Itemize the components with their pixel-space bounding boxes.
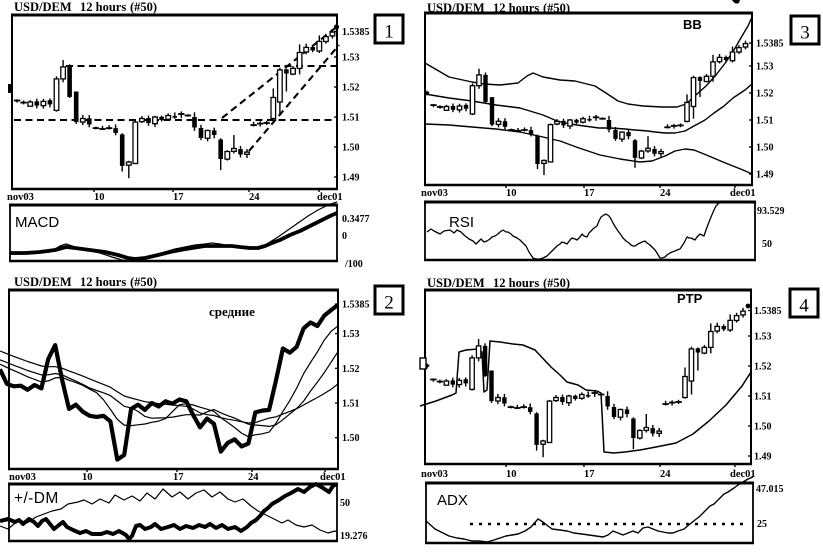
svg-text:50: 50 (762, 239, 772, 250)
svg-text:25: 25 (757, 519, 767, 530)
svg-text:10: 10 (506, 469, 517, 480)
svg-text:(#50): (#50) (130, 0, 157, 14)
svg-text:1.51: 1.51 (342, 399, 360, 410)
svg-text:MACD: MACD (15, 214, 59, 231)
svg-text:1.50: 1.50 (342, 143, 360, 154)
svg-text:1.52: 1.52 (754, 362, 772, 373)
svg-text:1.51: 1.51 (342, 113, 360, 124)
svg-text:17: 17 (173, 192, 184, 203)
svg-text:1.50: 1.50 (342, 433, 360, 444)
svg-text:24: 24 (660, 188, 671, 199)
svg-text:1.50: 1.50 (756, 143, 774, 154)
svg-text:dec01: dec01 (730, 188, 756, 199)
svg-text:PTP: PTP (677, 291, 703, 306)
svg-text:1.5385: 1.5385 (342, 300, 370, 311)
svg-text:/100: /100 (344, 259, 363, 270)
svg-text:dec01: dec01 (320, 472, 346, 483)
svg-text:(#50): (#50) (130, 275, 157, 289)
svg-text:12 hours: 12 hours (80, 0, 126, 14)
svg-text:1.5385: 1.5385 (342, 27, 370, 38)
svg-text:2: 2 (384, 293, 394, 314)
svg-text:1.52: 1.52 (342, 83, 360, 94)
svg-text:12 hours: 12 hours (80, 275, 126, 289)
svg-text:17: 17 (584, 469, 595, 480)
svg-text:1.53: 1.53 (342, 329, 360, 340)
svg-text:1.5385: 1.5385 (754, 306, 782, 317)
svg-text:12 hours: 12 hours (493, 276, 539, 290)
svg-text:1.49: 1.49 (756, 170, 774, 181)
svg-text:24: 24 (249, 192, 260, 203)
svg-text:1.51: 1.51 (756, 116, 774, 127)
svg-text:dec01: dec01 (317, 192, 343, 203)
svg-text:10: 10 (506, 188, 517, 199)
svg-text:BB: BB (683, 17, 702, 32)
svg-text:3: 3 (800, 23, 810, 44)
svg-text:24: 24 (248, 472, 259, 483)
svg-text:0: 0 (342, 231, 347, 242)
svg-text:1.51: 1.51 (754, 392, 772, 403)
svg-text:nov03: nov03 (9, 472, 36, 483)
svg-text:ADX: ADX (437, 492, 468, 509)
svg-text:средние: средние (209, 304, 255, 319)
svg-text:1.52: 1.52 (756, 89, 774, 100)
svg-text:0.3477: 0.3477 (342, 214, 370, 225)
svg-text:1.49: 1.49 (342, 173, 360, 184)
svg-text:1.53: 1.53 (756, 62, 774, 73)
svg-text:RSI: RSI (449, 214, 474, 231)
svg-text:nov03: nov03 (7, 192, 34, 203)
svg-text:1.52: 1.52 (342, 364, 360, 375)
svg-text:24: 24 (660, 469, 671, 480)
svg-text:17: 17 (584, 188, 595, 199)
svg-text:nov03: nov03 (421, 469, 448, 480)
svg-text:(#50): (#50) (543, 276, 570, 290)
svg-text:1.49: 1.49 (754, 452, 772, 463)
svg-text:4: 4 (799, 296, 809, 317)
svg-text:10: 10 (94, 192, 105, 203)
svg-text:1.5385: 1.5385 (756, 39, 784, 50)
svg-text:1.50: 1.50 (754, 422, 772, 433)
svg-text:dec01: dec01 (730, 469, 756, 480)
svg-text:19.276: 19.276 (340, 531, 368, 542)
svg-text:nov03: nov03 (421, 188, 448, 199)
svg-text:50: 50 (340, 498, 350, 509)
svg-text:1: 1 (384, 22, 394, 43)
svg-text:1.53: 1.53 (342, 53, 360, 64)
svg-text:1.53: 1.53 (754, 332, 772, 343)
svg-text:93.529: 93.529 (757, 206, 785, 217)
svg-text:+/-DM: +/-DM (14, 490, 59, 507)
svg-text:10: 10 (82, 472, 93, 483)
svg-text:47.015: 47.015 (756, 484, 784, 495)
svg-text:USD/DEM: USD/DEM (14, 275, 72, 289)
svg-text:17: 17 (173, 472, 184, 483)
svg-text:USD/DEM: USD/DEM (427, 276, 485, 290)
svg-text:USD/DEM: USD/DEM (14, 0, 72, 14)
